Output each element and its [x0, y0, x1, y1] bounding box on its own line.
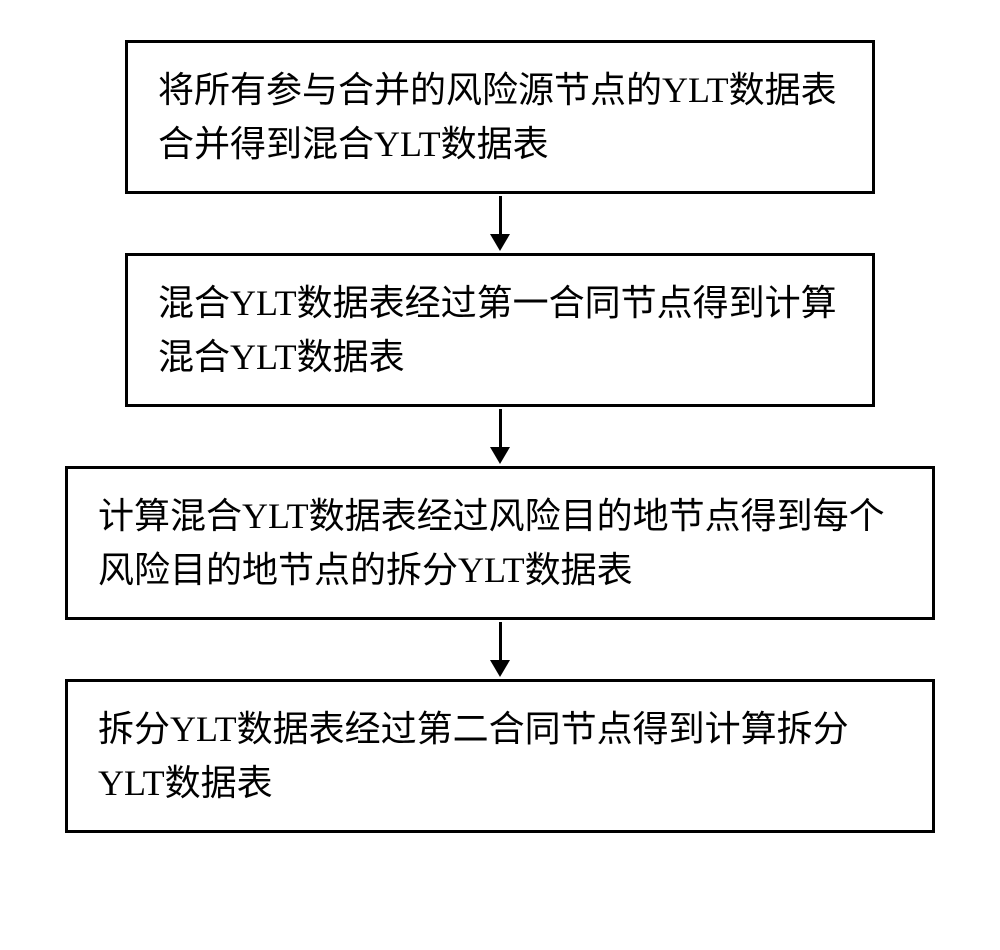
flowchart-box-step1: 将所有参与合并的风险源节点的YLT数据表合并得到混合YLT数据表 — [125, 40, 875, 194]
step4-text: 拆分YLT数据表经过第二合同节点得到计算拆分YLT数据表 — [98, 709, 849, 803]
flowchart-box-step4: 拆分YLT数据表经过第二合同节点得到计算拆分YLT数据表 — [65, 679, 935, 833]
flowchart-box-step3: 计算混合YLT数据表经过风险目的地节点得到每个风险目的地节点的拆分YLT数据表 — [65, 466, 935, 620]
arrow-head-icon — [490, 447, 510, 464]
flowchart-container: 将所有参与合并的风险源节点的YLT数据表合并得到混合YLT数据表 混合YLT数据… — [50, 40, 950, 833]
arrow-icon — [490, 196, 510, 251]
flowchart-box-step2: 混合YLT数据表经过第一合同节点得到计算混合YLT数据表 — [125, 253, 875, 407]
step3-text: 计算混合YLT数据表经过风险目的地节点得到每个风险目的地节点的拆分YLT数据表 — [98, 496, 885, 590]
arrow-head-icon — [490, 234, 510, 251]
arrow-line — [499, 409, 502, 447]
arrow-line — [499, 196, 502, 234]
arrow-line — [499, 622, 502, 660]
arrow-icon — [490, 409, 510, 464]
step1-text: 将所有参与合并的风险源节点的YLT数据表合并得到混合YLT数据表 — [158, 70, 837, 164]
arrow-icon — [490, 622, 510, 677]
arrow-head-icon — [490, 660, 510, 677]
step2-text: 混合YLT数据表经过第一合同节点得到计算混合YLT数据表 — [158, 283, 837, 377]
